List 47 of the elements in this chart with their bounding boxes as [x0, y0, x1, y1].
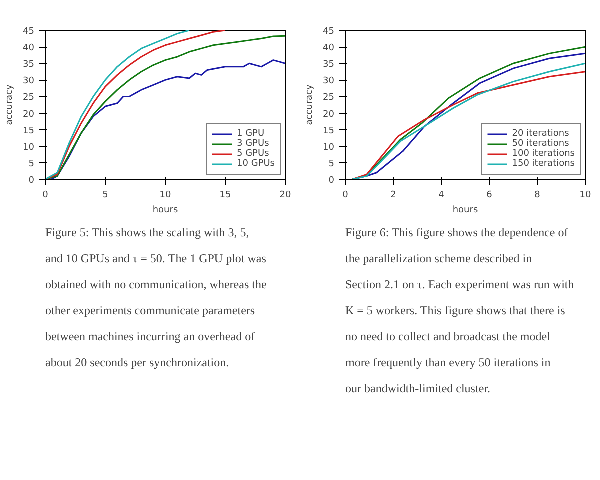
x-axis-title: hours: [152, 206, 178, 216]
y-tick-label: 20: [23, 110, 35, 120]
x-tick-label: 6: [486, 190, 493, 200]
y-tick-label: 0: [28, 176, 35, 186]
y-tick-label: 10: [23, 142, 35, 153]
line-series: [46, 30, 226, 180]
x-tick-label: 5: [102, 190, 108, 200]
x-tick-label: 0: [342, 190, 349, 200]
y-tick-label: 5: [328, 159, 335, 170]
y-tick-label: 25: [23, 93, 34, 104]
caption: Figure 5: This shows the scaling with 3, 5, and 10 GPUs and τ = 50. The 1 GPU plot was obtained with no communication, whereas the other experiments communicate parameters between machines incurring an overhead of about 20 seconds per synchronization.: [46, 226, 267, 370]
y-tick-label: 30: [323, 76, 335, 87]
legend-label: 10 GPUs: [237, 159, 275, 169]
y-axis-title: accuracy: [5, 84, 16, 126]
legend-label: 20 iterations: [512, 129, 570, 139]
x-axis-title: hours: [452, 206, 478, 216]
x-tick-label: 2: [390, 190, 396, 200]
y-tick-label: 0: [328, 176, 335, 186]
y-tick-label: 25: [323, 93, 334, 104]
legend-label: 150 iterations: [512, 159, 575, 169]
x-tick-label: 8: [534, 190, 541, 200]
y-tick-label: 15: [23, 126, 34, 136]
legend-label: 50 iterations: [512, 139, 570, 149]
x-tick-label: 10: [160, 190, 172, 200]
x-tick-label: 4: [438, 190, 445, 200]
legend-label: 5 GPUs: [237, 149, 270, 159]
y-tick-label: 35: [323, 60, 334, 70]
y-tick-label: 5: [28, 159, 35, 170]
y-tick-label: 45: [323, 27, 334, 37]
y-tick-label: 35: [23, 60, 34, 70]
caption: Figure 6: This figure shows the dependence of the parallelization scheme described in Section 2.1 on τ. Each experiment was run with K = 5 workers. This figure shows that there is no need to collect and broadcast the model more frequently than every 50 iterations in our bandwidth-limited cluster.: [346, 226, 574, 396]
legend-label: 1 GPU: [237, 129, 265, 139]
y-tick-label: 10: [323, 142, 335, 153]
y-tick-label: 20: [323, 110, 335, 120]
legend-label: 3 GPUs: [237, 139, 270, 149]
line-series: [46, 30, 190, 180]
x-tick-label: 15: [220, 190, 232, 200]
y-tick-label: 15: [323, 126, 334, 136]
x-tick-label: 0: [42, 190, 49, 200]
x-tick-label: 20: [280, 190, 292, 200]
y-axis-title: accuracy: [305, 84, 316, 126]
y-tick-label: 40: [23, 44, 35, 54]
y-tick-label: 40: [323, 44, 335, 54]
x-tick-label: 10: [580, 190, 592, 200]
legend-label: 100 iterations: [512, 149, 575, 159]
y-tick-label: 45: [23, 27, 34, 37]
y-tick-label: 30: [23, 76, 35, 87]
